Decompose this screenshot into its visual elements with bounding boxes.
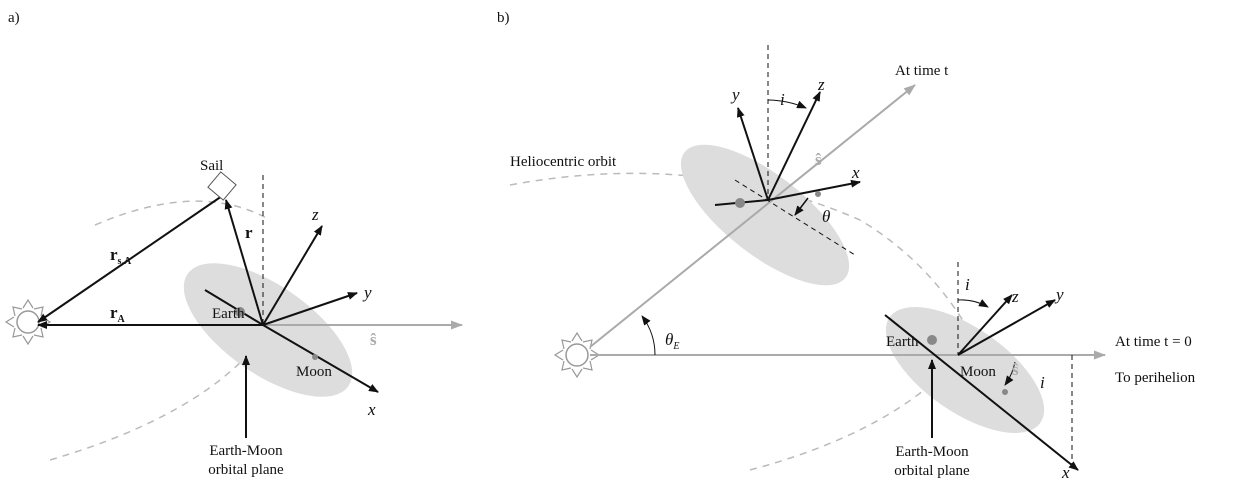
panel-a: a) Sail rs,A r rA z y x Earth Moon ŝ Ear… xyxy=(5,10,463,478)
label: At time t = 0 xyxy=(1115,334,1192,350)
label: To perihelion xyxy=(1115,370,1196,386)
label: θ xyxy=(822,207,830,226)
label: Heliocentric orbit xyxy=(510,154,617,170)
label: y xyxy=(362,283,372,302)
label: orbital plane xyxy=(208,462,284,478)
label: rs,A xyxy=(110,245,132,267)
label: θE xyxy=(665,330,679,352)
label: Earth xyxy=(212,306,245,322)
label: i xyxy=(1040,373,1045,392)
label: Earth-Moon xyxy=(209,443,283,459)
label: z xyxy=(311,205,319,224)
label: ŝ xyxy=(370,330,377,349)
label: rA xyxy=(110,303,126,325)
label: z xyxy=(817,75,825,94)
label: Sail xyxy=(200,158,223,174)
label: Earth-Moon xyxy=(895,444,969,460)
label: Moon xyxy=(960,364,996,380)
label: i xyxy=(965,275,970,294)
label: ŝ xyxy=(1012,360,1019,379)
label: x xyxy=(851,163,860,182)
label: x xyxy=(1061,463,1070,482)
label: Earth xyxy=(886,334,919,350)
label: At time t xyxy=(895,63,949,79)
label: x xyxy=(367,400,376,419)
label: y xyxy=(730,85,740,104)
panel-tag: b) xyxy=(497,10,510,26)
label: r xyxy=(245,223,253,242)
label: ŝ xyxy=(815,150,822,169)
label: y xyxy=(1054,285,1064,304)
panel-b: b) y i z At time t ŝ Heliocentric orbit … xyxy=(497,10,1196,482)
label: orbital plane xyxy=(894,463,970,479)
label: z xyxy=(1011,287,1019,306)
panel-tag: a) xyxy=(8,10,20,26)
label: i xyxy=(780,90,785,109)
label: Moon xyxy=(296,364,332,380)
